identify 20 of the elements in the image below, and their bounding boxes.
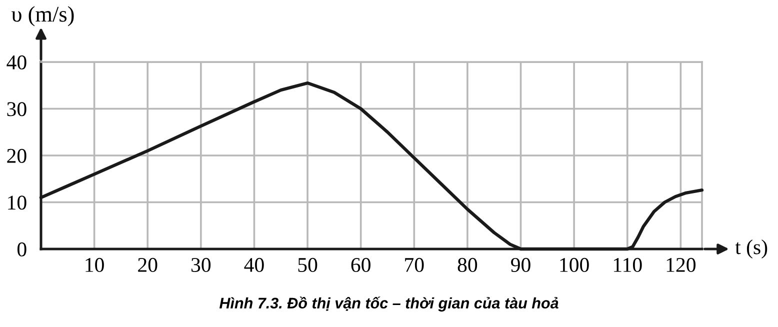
y-axis-title: υ (m/s) bbox=[12, 6, 74, 26]
x-tick-label: 40 bbox=[244, 258, 264, 272]
x-tick-label: 30 bbox=[192, 258, 211, 272]
y-tick-label: 40 bbox=[6, 55, 26, 70]
x-axis-title: t (s) bbox=[735, 240, 768, 258]
x-tick-label: 60 bbox=[351, 258, 370, 272]
x-tick-label: 50 bbox=[298, 258, 318, 272]
x-tick-label: 80 bbox=[458, 258, 478, 272]
x-tick-label: 20 bbox=[138, 258, 158, 272]
x-tick-label: 10 bbox=[86, 258, 104, 272]
y-tick-label: 20 bbox=[7, 148, 26, 163]
x-tick-label: 100 bbox=[560, 258, 589, 272]
y-tick-label: 0 bbox=[17, 242, 26, 256]
x-tick-label: 120 bbox=[666, 258, 696, 272]
x-tick-label: 70 bbox=[405, 258, 424, 272]
y-tick-label: 30 bbox=[7, 102, 26, 116]
x-tick-label: 110 bbox=[614, 258, 642, 272]
x-tick-label: 90 bbox=[511, 258, 530, 272]
text: Hình 7.3. Đồ thị vận tốc – thời gian của tàu hoả bbox=[219, 296, 558, 312]
y-tick-label: 10 bbox=[8, 196, 26, 210]
